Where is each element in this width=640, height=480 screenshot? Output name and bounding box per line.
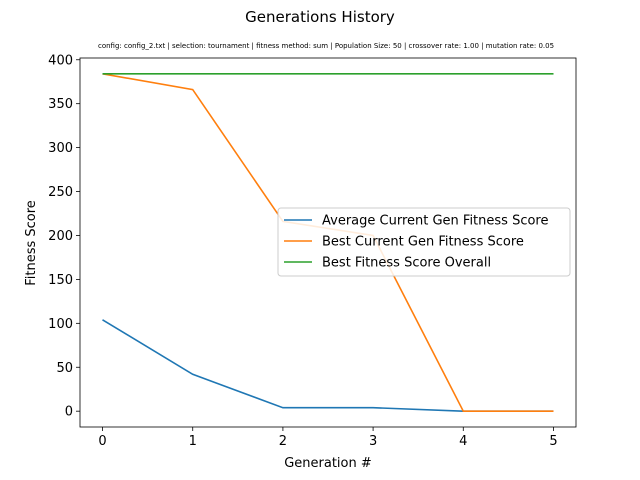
legend: Average Current Gen Fitness Score Best Cu… — [277, 207, 571, 277]
y-tick-label-0: 0 — [65, 405, 73, 420]
x-tick-label-3: 3 — [369, 434, 377, 449]
x-tick-label-0: 0 — [98, 434, 106, 449]
legend-box — [277, 207, 571, 277]
y-axis-label: Fitness Score — [24, 200, 39, 286]
y-tick-label-5: 250 — [48, 185, 73, 200]
y-tick-label-3: 150 — [48, 273, 73, 288]
y-tick-label-1: 50 — [56, 361, 73, 376]
chart-title: Generations History — [245, 8, 395, 26]
y-tick-label-2: 100 — [48, 317, 73, 332]
plot-area-frame — [79, 57, 577, 428]
y-tick-label-7: 350 — [48, 97, 73, 112]
legend-label-0: Average Current Gen Fitness Score — [322, 214, 548, 229]
x-tick-label-2: 2 — [279, 434, 287, 449]
x-tick-label-5: 5 — [549, 434, 557, 449]
y-tick-label-8: 400 — [48, 53, 73, 68]
x-axis-ticks: 0 1 2 3 4 5 — [98, 427, 558, 449]
y-tick-label-6: 300 — [48, 141, 73, 156]
chart-subtitle: config: config_2.txt | selection: tourna… — [98, 42, 554, 50]
y-axis-ticks: 0 50 100 150 200 250 300 350 400 — [48, 53, 80, 420]
x-axis-label: Generation # — [284, 456, 372, 471]
legend-label-2: Best Fitness Score Overall — [322, 256, 491, 271]
series-line-0 — [102, 319, 554, 413]
y-tick-label-4: 200 — [48, 229, 73, 244]
legend-label-1: Best Current Gen Fitness Score — [322, 235, 524, 250]
x-tick-label-1: 1 — [189, 434, 197, 449]
x-tick-label-4: 4 — [459, 434, 467, 449]
